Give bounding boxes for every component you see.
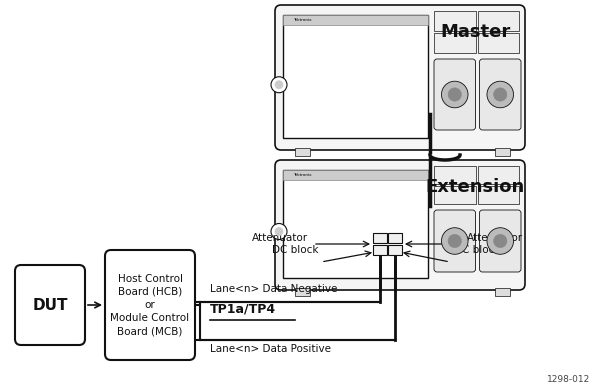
Text: 1298-012: 1298-012 [547, 375, 590, 384]
Text: TP1a/TP4: TP1a/TP4 [210, 303, 276, 316]
Circle shape [494, 88, 507, 101]
Bar [283, 170, 428, 278]
FancyBboxPatch shape [434, 59, 476, 130]
FancyBboxPatch shape [275, 5, 525, 150]
Text: Attenuator: Attenuator [467, 233, 523, 243]
FancyBboxPatch shape [15, 265, 85, 345]
Bar [295, 148, 310, 156]
Bar [434, 33, 476, 53]
Circle shape [487, 81, 514, 108]
FancyBboxPatch shape [479, 210, 521, 272]
Text: Tektronix: Tektronix [293, 173, 311, 177]
Circle shape [271, 223, 287, 240]
Text: Extension: Extension [425, 178, 524, 196]
Circle shape [271, 77, 287, 93]
Bar [495, 288, 510, 296]
FancyBboxPatch shape [105, 250, 195, 360]
FancyBboxPatch shape [275, 160, 525, 290]
Text: Tektronix: Tektronix [293, 18, 311, 22]
Bar [478, 33, 519, 53]
Bar [495, 148, 510, 156]
Bar [434, 186, 476, 204]
Text: Attenuator: Attenuator [252, 233, 308, 243]
Bar [373, 245, 387, 255]
Circle shape [275, 81, 283, 89]
Circle shape [494, 234, 507, 248]
Bar [373, 233, 387, 243]
Text: Lane<n> Data Positive: Lane<n> Data Positive [210, 344, 331, 354]
Circle shape [487, 228, 514, 254]
Bar [295, 288, 310, 296]
FancyBboxPatch shape [479, 59, 521, 130]
Text: DC block: DC block [271, 245, 318, 255]
Text: Master: Master [440, 23, 510, 41]
Circle shape [442, 81, 468, 108]
Bar [283, 15, 428, 25]
Bar [434, 166, 476, 184]
Circle shape [275, 227, 283, 236]
Text: Host Control
Board (HCB)
or
Module Control
Board (MCB): Host Control Board (HCB) or Module Contr… [110, 274, 190, 336]
Bar [478, 186, 519, 204]
Bar [388, 233, 402, 243]
Circle shape [448, 88, 461, 101]
Bar [434, 11, 476, 31]
Circle shape [448, 234, 461, 248]
FancyBboxPatch shape [434, 210, 476, 272]
Bar [478, 166, 519, 184]
Bar [478, 11, 519, 31]
Bar [283, 15, 428, 138]
Text: Lane<n> Data Negative: Lane<n> Data Negative [210, 284, 337, 294]
Bar [283, 170, 428, 180]
Bar [388, 245, 402, 255]
Text: DUT: DUT [32, 298, 68, 312]
Circle shape [442, 228, 468, 254]
Text: DC block: DC block [454, 245, 500, 255]
